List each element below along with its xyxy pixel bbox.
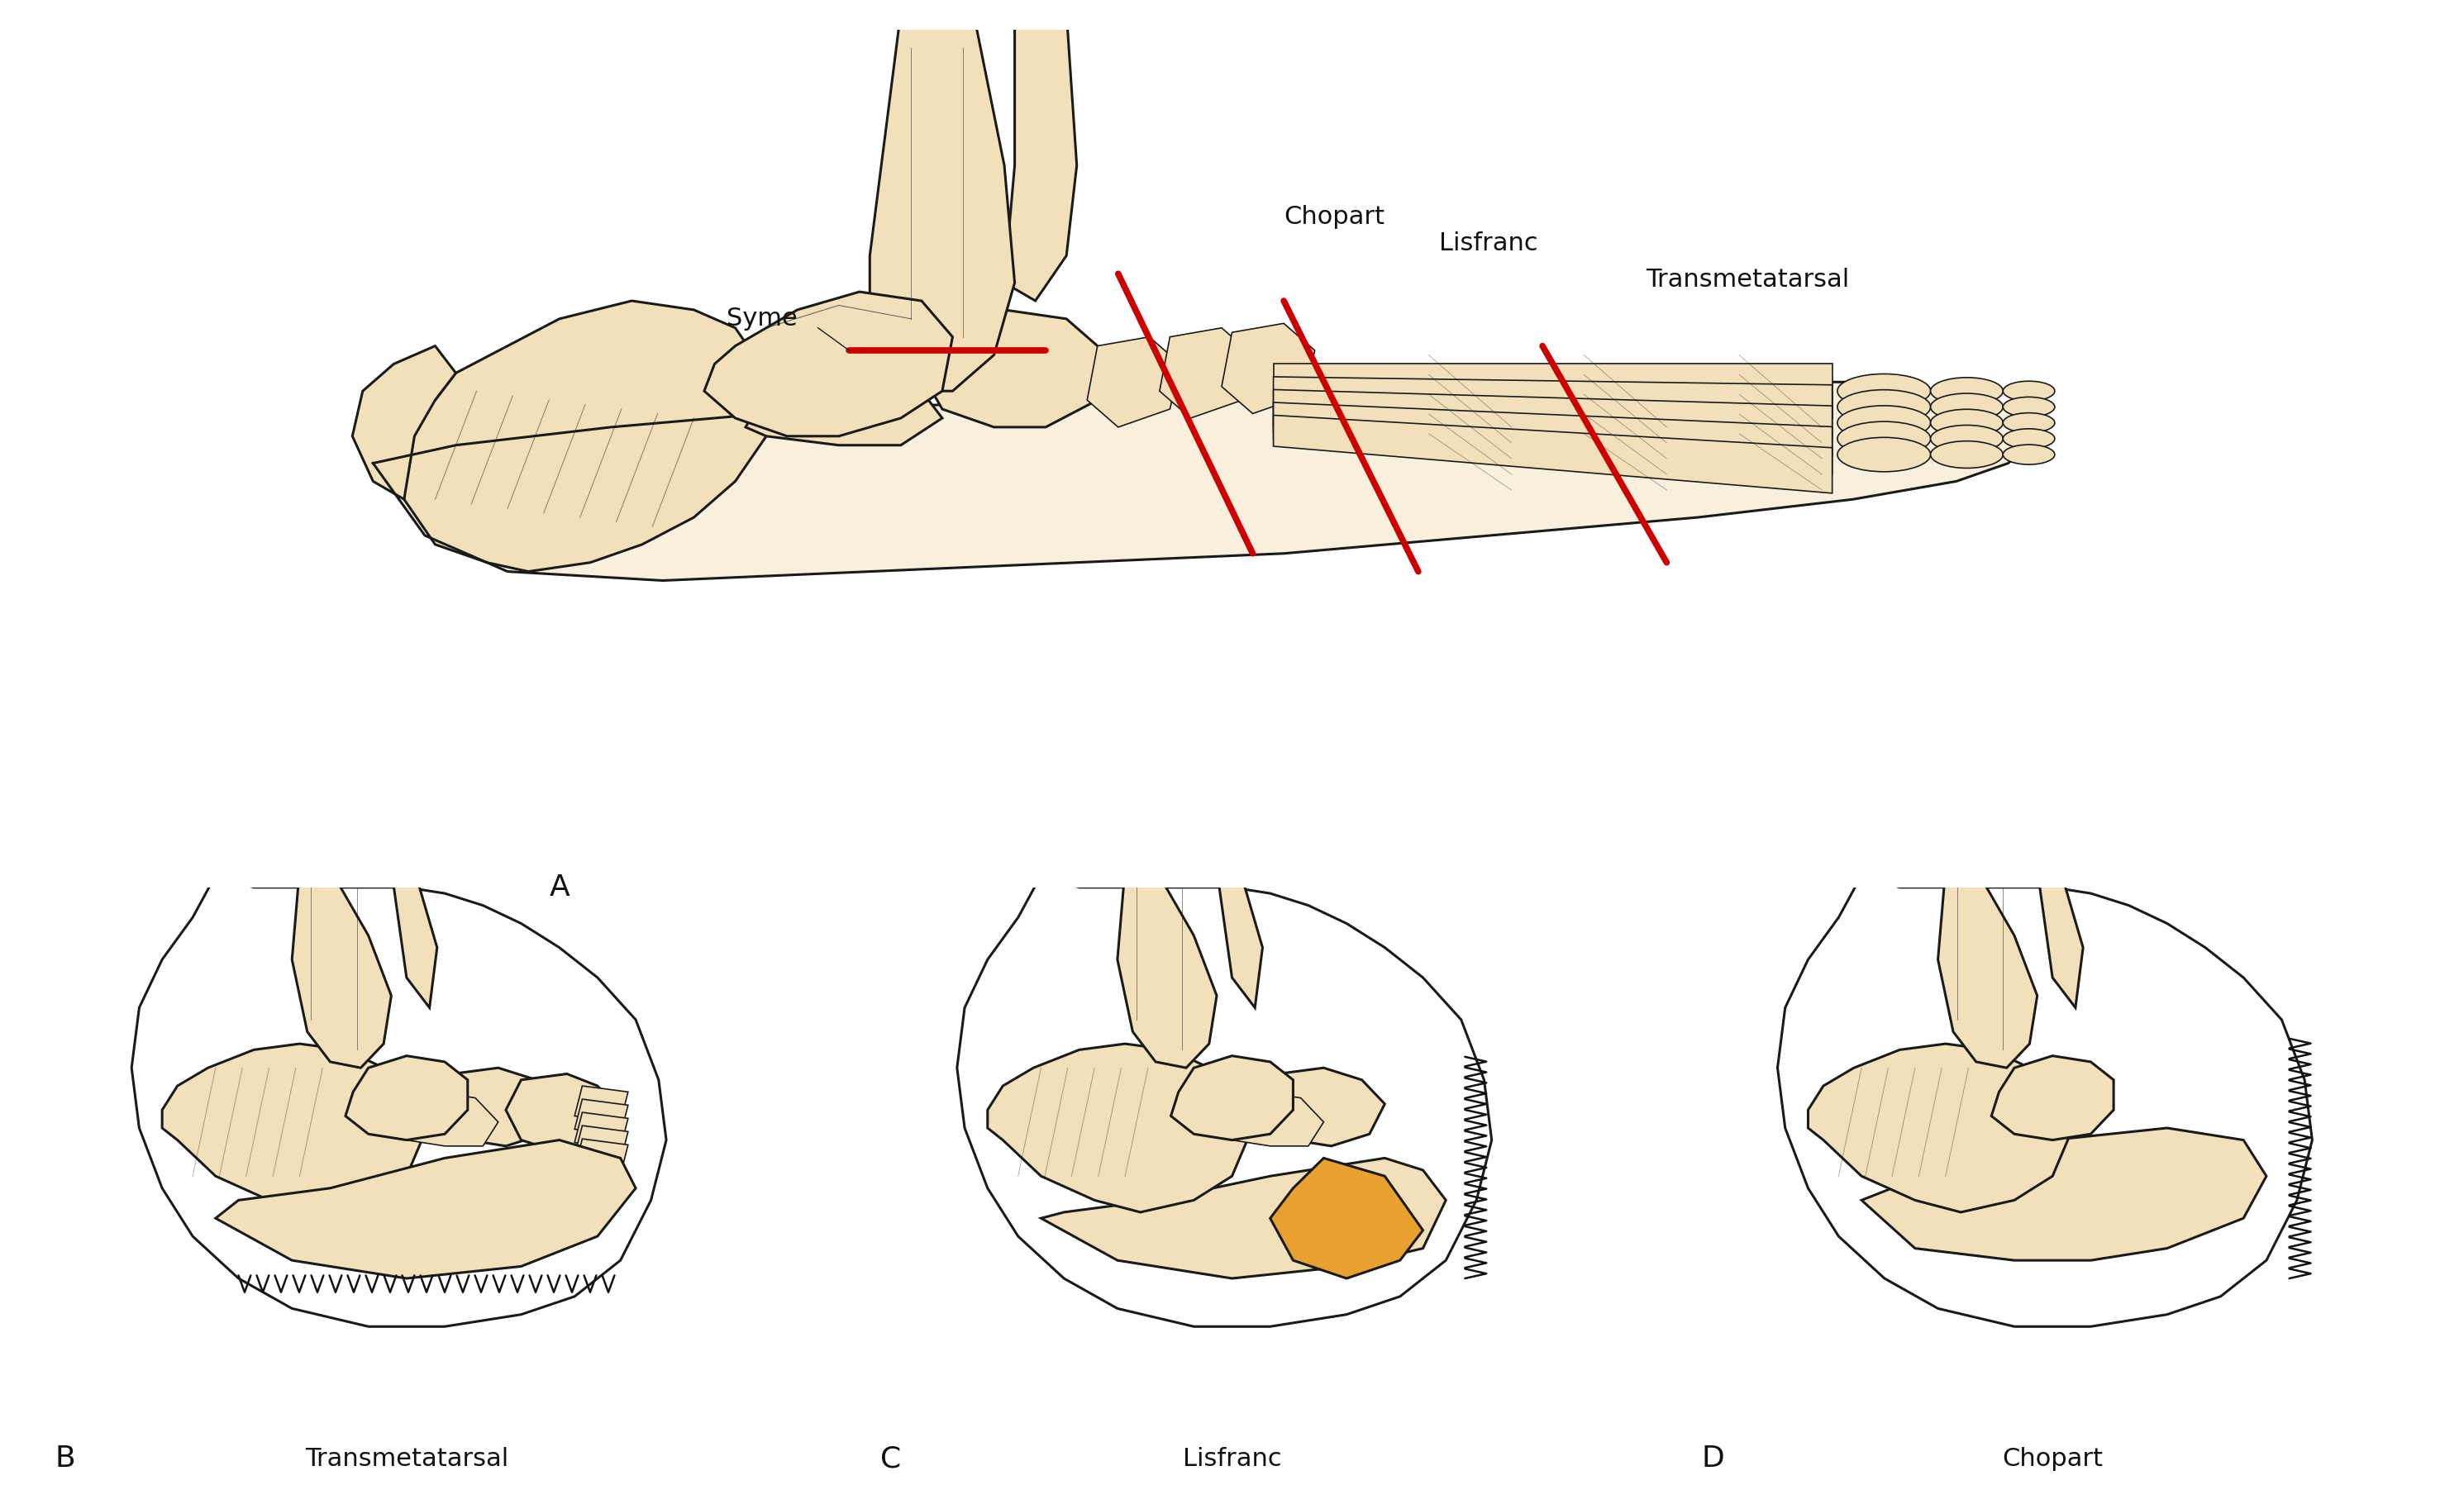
Polygon shape	[574, 1139, 628, 1175]
Polygon shape	[352, 346, 456, 499]
Polygon shape	[1274, 403, 1833, 474]
Polygon shape	[163, 1044, 421, 1212]
Text: Chopart: Chopart	[1284, 205, 1385, 229]
Text: C: C	[880, 1445, 902, 1472]
Text: Transmetatarsal: Transmetatarsal	[1646, 268, 1850, 292]
Ellipse shape	[1932, 441, 2003, 468]
Polygon shape	[1161, 328, 1252, 418]
Ellipse shape	[2003, 429, 2055, 448]
Polygon shape	[372, 382, 2040, 581]
Polygon shape	[1777, 875, 2311, 1327]
Polygon shape	[345, 1056, 468, 1140]
Polygon shape	[1274, 415, 1833, 493]
Polygon shape	[446, 1068, 559, 1146]
Polygon shape	[574, 1125, 628, 1161]
Text: A: A	[549, 874, 569, 901]
Polygon shape	[1939, 869, 2038, 1068]
Polygon shape	[1274, 390, 1833, 456]
Polygon shape	[574, 1086, 628, 1122]
Polygon shape	[1087, 337, 1180, 427]
Ellipse shape	[1838, 421, 1932, 456]
Polygon shape	[705, 292, 954, 436]
Text: Transmetatarsal: Transmetatarsal	[306, 1447, 508, 1471]
Ellipse shape	[1932, 426, 2003, 453]
Polygon shape	[392, 869, 436, 1008]
Polygon shape	[1274, 378, 1833, 436]
Ellipse shape	[1838, 374, 1932, 408]
Polygon shape	[1274, 364, 1833, 418]
Text: Lisfranc: Lisfranc	[1439, 232, 1538, 256]
Ellipse shape	[2003, 397, 2055, 417]
Polygon shape	[870, 12, 1015, 391]
Text: Syme: Syme	[727, 307, 798, 331]
Polygon shape	[1040, 1158, 1446, 1278]
Polygon shape	[574, 1099, 628, 1136]
Polygon shape	[988, 1044, 1247, 1212]
Polygon shape	[2038, 869, 2082, 1008]
Text: Lisfranc: Lisfranc	[1183, 1447, 1281, 1471]
Polygon shape	[131, 875, 665, 1327]
Polygon shape	[1217, 1092, 1323, 1146]
Polygon shape	[574, 1113, 628, 1149]
Polygon shape	[1116, 869, 1217, 1068]
Ellipse shape	[1932, 409, 2003, 436]
Polygon shape	[922, 310, 1109, 427]
Polygon shape	[392, 1092, 498, 1146]
Polygon shape	[505, 1074, 621, 1152]
Polygon shape	[747, 382, 941, 445]
Polygon shape	[1991, 1056, 2114, 1140]
Ellipse shape	[1838, 390, 1932, 424]
Polygon shape	[1217, 869, 1262, 1008]
Polygon shape	[956, 875, 1491, 1327]
Ellipse shape	[2003, 381, 2055, 402]
Ellipse shape	[1838, 438, 1932, 472]
Ellipse shape	[2003, 445, 2055, 465]
Text: D: D	[1700, 1445, 1725, 1472]
Polygon shape	[293, 869, 392, 1068]
Ellipse shape	[1932, 394, 2003, 421]
Polygon shape	[1863, 1128, 2267, 1260]
Polygon shape	[404, 301, 766, 572]
Polygon shape	[1222, 323, 1316, 414]
Polygon shape	[1271, 1158, 1424, 1278]
Text: B: B	[54, 1445, 76, 1472]
Polygon shape	[1170, 1056, 1294, 1140]
Polygon shape	[1005, 12, 1077, 301]
Ellipse shape	[2003, 414, 2055, 433]
Ellipse shape	[1838, 406, 1932, 441]
Polygon shape	[1271, 1068, 1385, 1146]
Text: Chopart: Chopart	[2003, 1447, 2102, 1471]
Polygon shape	[217, 1140, 636, 1278]
Polygon shape	[1809, 1044, 2067, 1212]
Ellipse shape	[1932, 378, 2003, 405]
